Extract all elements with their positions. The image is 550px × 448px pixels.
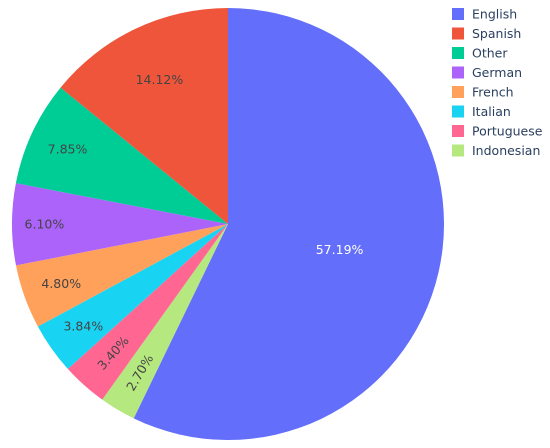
legend-label-portuguese: Portuguese (472, 124, 543, 139)
pie-slice-spanish[interactable] (60, 8, 229, 224)
legend-item-spanish[interactable]: Spanish (452, 26, 521, 41)
legend-item-german[interactable]: German (452, 65, 522, 80)
pie-slice-other[interactable] (15, 87, 229, 224)
legend-item-indonesian[interactable]: Indonesian (452, 143, 540, 158)
legend-label-other: Other (472, 46, 508, 61)
slice-label-english: 57.19% (316, 242, 364, 257)
legend-label-italian: Italian (472, 104, 511, 119)
legend-label-english: English (472, 7, 517, 22)
slice-label-german: 6.10% (25, 217, 65, 232)
pie-slice-english[interactable] (133, 8, 445, 440)
legend-label-french: French (472, 85, 514, 100)
legend-swatch-spanish (452, 27, 464, 40)
legend-swatch-italian (452, 105, 464, 118)
slice-label-other: 7.85% (48, 142, 88, 157)
pie-slice-german[interactable] (11, 183, 228, 266)
legend-item-english[interactable]: English (452, 7, 517, 22)
slice-label-spanish: 14.12% (136, 72, 184, 87)
pie-slice-indonesian[interactable] (102, 224, 228, 419)
legend-item-portuguese[interactable]: Portuguese (452, 124, 543, 139)
legend-label-spanish: Spanish (472, 26, 521, 41)
legend-item-other[interactable]: Other (452, 46, 508, 61)
legend-swatch-indonesian (452, 144, 464, 157)
pie-slice-french[interactable] (16, 224, 228, 327)
legend-label-german: German (472, 65, 522, 80)
slice-label-italian: 3.84% (63, 319, 103, 334)
legend-swatch-german (452, 66, 464, 79)
legend-item-italian[interactable]: Italian (452, 104, 511, 119)
legend-item-french[interactable]: French (452, 85, 514, 100)
legend: English Spanish Other German French Italian Po… (452, 7, 543, 158)
pie-slices (11, 8, 445, 440)
legend-swatch-portuguese (452, 125, 464, 137)
legend-swatch-french (452, 86, 464, 98)
pie-slice-portuguese[interactable] (67, 224, 228, 400)
pie-slice-italian[interactable] (37, 224, 228, 369)
slice-label-french: 4.80% (41, 276, 81, 291)
legend-swatch-other (452, 47, 464, 59)
legend-swatch-english (452, 8, 464, 20)
legend-label-indonesian: Indonesian (472, 143, 540, 158)
